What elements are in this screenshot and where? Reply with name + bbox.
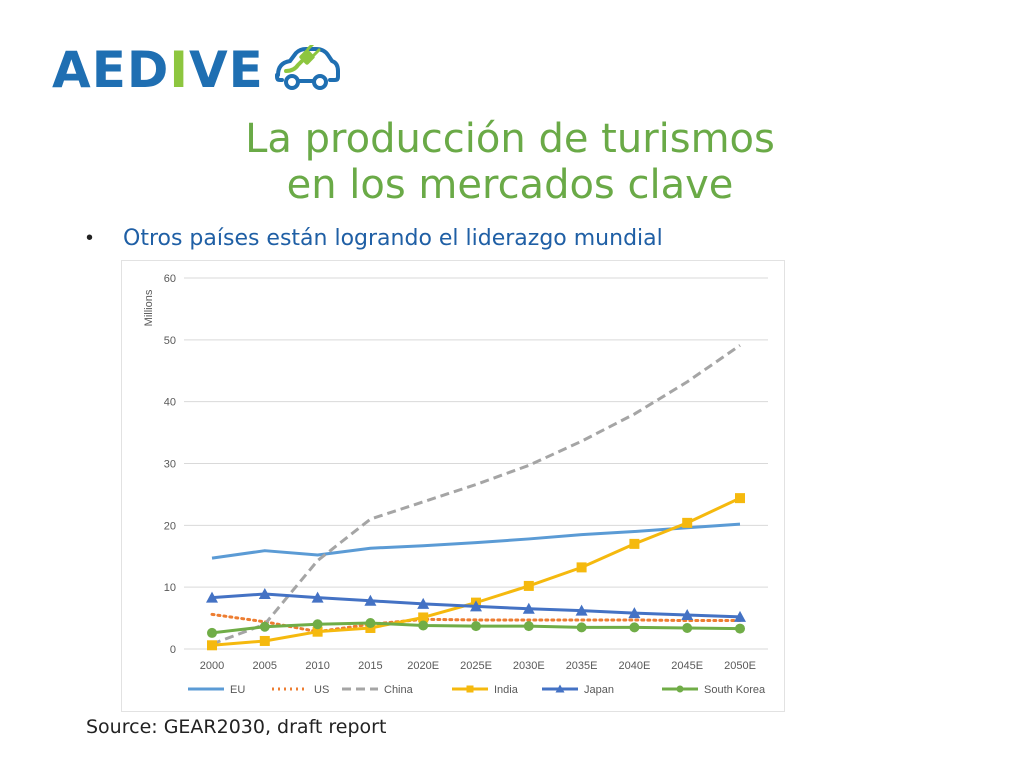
logo-text-accent: I xyxy=(169,41,189,99)
aedive-logo: AEDIVE xyxy=(52,40,340,100)
legend-label: EU xyxy=(230,684,245,696)
data-point xyxy=(682,517,693,528)
legend-label: US xyxy=(314,684,329,696)
series-line xyxy=(210,612,742,634)
data-point xyxy=(628,607,641,619)
data-point xyxy=(629,622,640,633)
x-tick-label: 2000 xyxy=(200,660,224,672)
data-point xyxy=(364,594,377,606)
chart-svg: 0 10 20 30 40 50 60 Millions 2000 2005 2010 2015 202… xyxy=(143,273,768,696)
data-point xyxy=(207,640,217,651)
data-point xyxy=(576,562,587,573)
x-tick-label: 2015 xyxy=(358,660,382,672)
legend-label: China xyxy=(384,684,414,696)
x-tick-label: 2030E xyxy=(513,660,545,672)
bullet-dot-icon: • xyxy=(86,227,94,249)
bullet-text: Otros países están logrando el liderazgo… xyxy=(123,226,663,251)
data-point xyxy=(418,620,429,631)
data-point xyxy=(466,685,474,693)
data-point xyxy=(312,619,323,630)
y-tick-label: 10 xyxy=(164,582,176,594)
logo-text-pre: AED xyxy=(52,41,170,99)
x-tick-label: 2035E xyxy=(566,660,598,672)
slide-title-line1: La producción de turismos xyxy=(245,116,775,162)
slide-title: La producción de turismos en los mercado… xyxy=(130,116,890,208)
data-point xyxy=(418,612,429,623)
data-point xyxy=(523,621,534,632)
x-tick-label: 2025E xyxy=(460,660,492,672)
source-note: Source: GEAR2030, draft report xyxy=(86,716,387,738)
y-tick-label: 60 xyxy=(164,273,176,285)
car-plug-icon xyxy=(274,45,340,90)
x-tick-label: 2020E xyxy=(407,660,439,672)
data-point xyxy=(258,587,271,599)
legend-label: Japan xyxy=(584,684,614,696)
bullet-item: • Otros países están logrando el lideraz… xyxy=(86,226,663,251)
y-tick-label: 40 xyxy=(164,397,176,409)
line-chart: 0 10 20 30 40 50 60 Millions 2000 2005 2010 2015 202… xyxy=(121,260,785,712)
data-point xyxy=(676,685,684,693)
data-point xyxy=(259,621,270,632)
data-point xyxy=(311,591,324,603)
data-point xyxy=(575,604,588,616)
data-point xyxy=(555,684,565,693)
x-tick-label: 2050E xyxy=(724,660,756,672)
data-point xyxy=(576,622,587,633)
logo-text-post: VE xyxy=(188,41,264,99)
data-point xyxy=(471,621,481,632)
x-tick-label: 2045E xyxy=(671,660,703,672)
slide-title-line2: en los mercados clave xyxy=(286,162,734,208)
series-line xyxy=(211,522,741,560)
data-point xyxy=(735,623,745,634)
data-point xyxy=(470,600,482,612)
data-point xyxy=(522,602,535,614)
data-point xyxy=(206,591,218,603)
data-point xyxy=(365,618,376,629)
y-tick-label: 50 xyxy=(164,335,176,347)
data-point xyxy=(312,626,323,637)
data-point xyxy=(207,627,217,638)
y-axis-label: Millions xyxy=(143,289,155,326)
x-tick-label: 2040E xyxy=(618,660,650,672)
data-point xyxy=(682,622,693,633)
x-tick-label: 2010 xyxy=(305,660,329,672)
legend-label: South Korea xyxy=(704,684,766,696)
logo-wordmark: AEDIVE xyxy=(52,45,264,95)
x-tick-label: 2005 xyxy=(253,660,277,672)
y-tick-label: 0 xyxy=(170,644,176,656)
legend-label: India xyxy=(494,684,519,696)
data-point xyxy=(259,635,270,646)
data-point xyxy=(735,493,745,504)
data-point xyxy=(523,580,534,591)
data-point xyxy=(417,597,430,609)
series-line xyxy=(211,344,741,646)
y-tick-label: 20 xyxy=(164,520,176,532)
data-point xyxy=(734,610,746,622)
data-point xyxy=(681,608,694,620)
y-tick-label: 30 xyxy=(164,459,176,471)
data-point xyxy=(629,538,640,549)
